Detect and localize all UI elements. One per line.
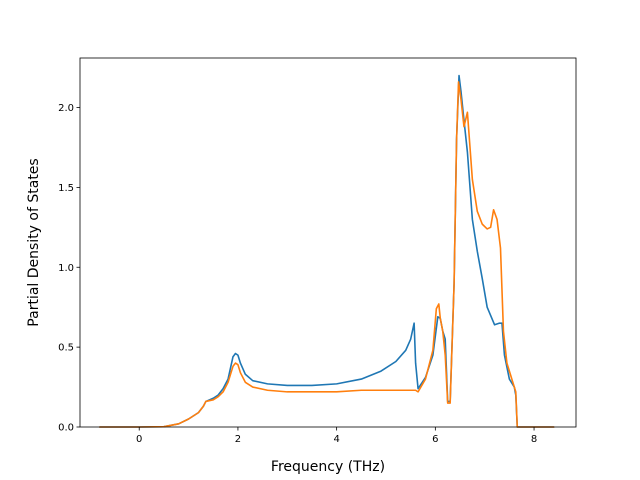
x-axis: 0 2 4 6 8 <box>136 427 537 445</box>
y-tick-label: 0.5 <box>58 343 74 354</box>
x-tick-label: 0 <box>136 434 142 445</box>
x-tick-label: 6 <box>432 434 438 445</box>
series-line-1 <box>98 74 555 428</box>
x-tick-label: 8 <box>531 434 537 445</box>
y-tick-label: 2.0 <box>58 103 74 114</box>
plot-area <box>80 58 576 427</box>
x-axis-title: Frequency (THz) <box>271 459 385 475</box>
y-axis: 0.0 0.5 1.0 1.5 2.0 <box>58 103 80 434</box>
y-tick-label: 1.0 <box>58 263 74 274</box>
y-tick-label: 1.5 <box>58 183 74 194</box>
series-layer <box>98 74 555 428</box>
x-tick-label: 4 <box>333 434 339 445</box>
series-line-2 <box>98 81 555 428</box>
y-tick-label: 0.0 <box>58 423 74 434</box>
x-tick-label: 2 <box>235 434 241 445</box>
plot-frame <box>79 57 577 428</box>
y-axis-title: Partial Density of States <box>26 158 42 326</box>
